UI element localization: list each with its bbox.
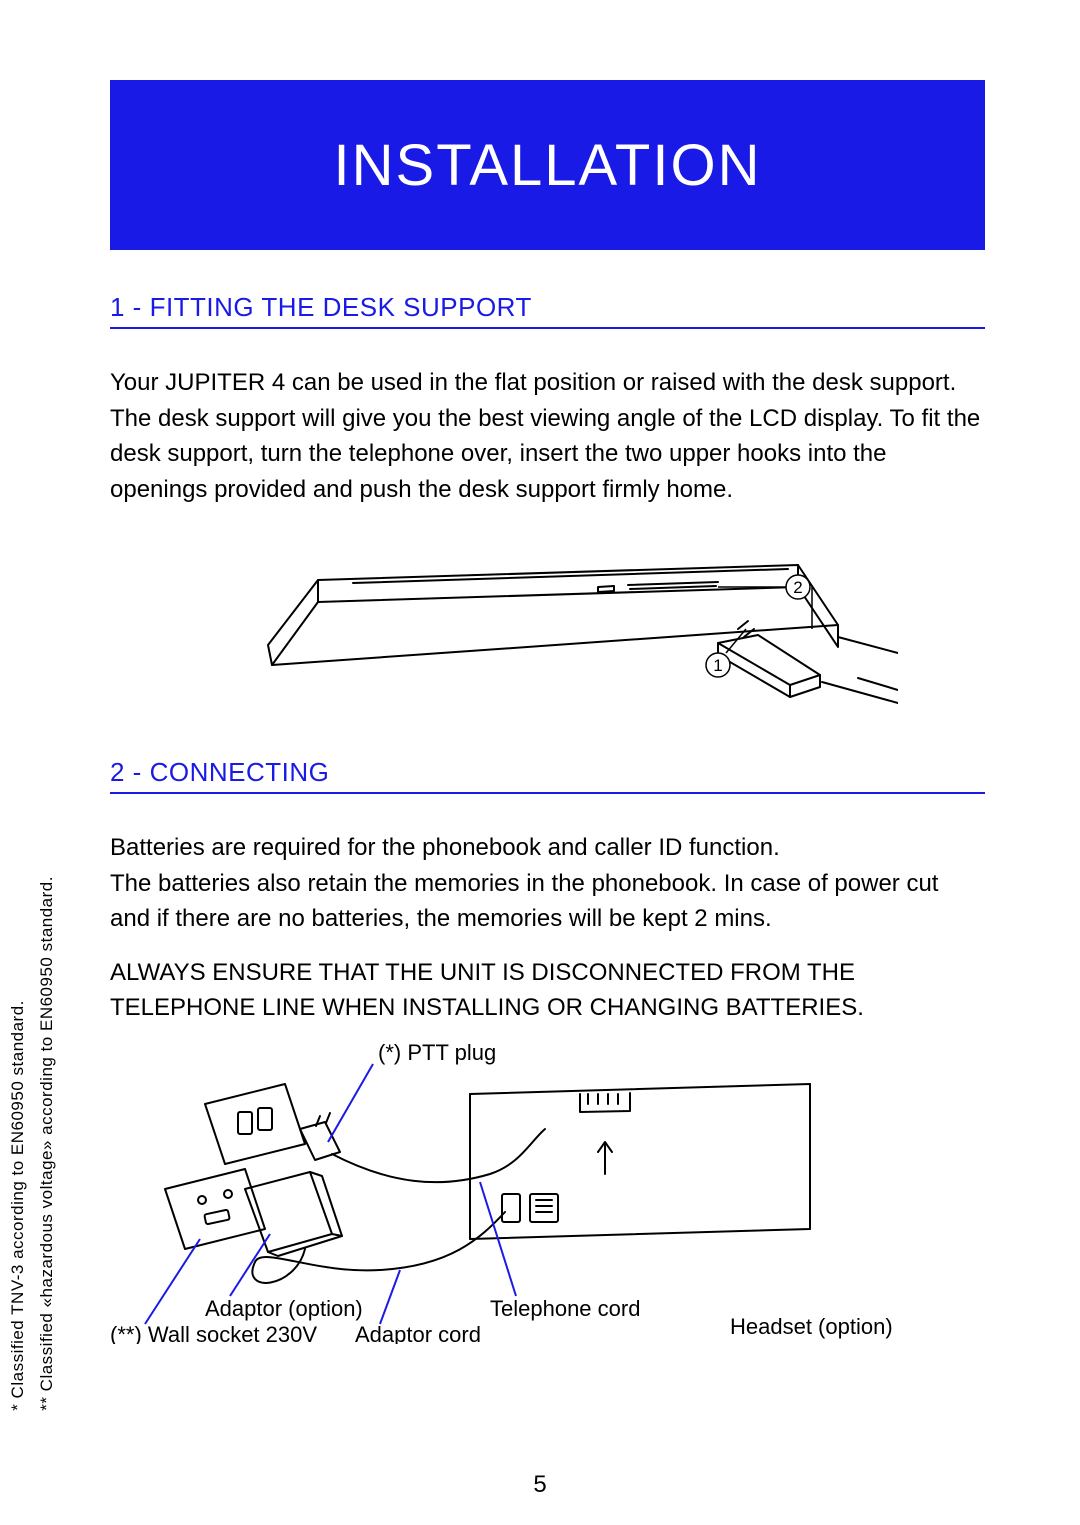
- label-adaptor-cord: Adaptor cord: [355, 1322, 481, 1344]
- footnote-1: * Classified TNV-3 according to EN60950 …: [4, 876, 33, 1411]
- label-headset: Headset (option): [730, 1314, 893, 1339]
- callout-1-label: 1: [713, 656, 722, 675]
- label-adaptor: Adaptor (option): [205, 1296, 363, 1321]
- banner-title: INSTALLATION: [334, 132, 762, 199]
- page-number: 5: [0, 1471, 1080, 1499]
- callout-2-label: 2: [793, 578, 802, 597]
- section-1-heading: 1 - FITTING THE DESK SUPPORT: [110, 292, 985, 329]
- desk-support-diagram: 2 1: [198, 525, 898, 725]
- figure-2: (*) PTT plug Adaptor (option) (**) Wall …: [110, 1034, 985, 1344]
- label-wall-socket: (**) Wall socket 230V: [110, 1322, 317, 1344]
- callout-1: 1: [706, 629, 746, 677]
- label-telephone-cord: Telephone cord: [490, 1296, 640, 1321]
- figure-1: 2 1: [110, 525, 985, 725]
- footnote-2: ** Classified «hazardous voltage» accord…: [33, 876, 62, 1411]
- callout-2: 2: [718, 575, 812, 629]
- section-2-caps: ALWAYS ENSURE THAT THE UNIT IS DISCONNEC…: [110, 955, 985, 1026]
- document-page: INSTALLATION 1 - FITTING THE DESK SUPPOR…: [0, 0, 1080, 1525]
- footnotes-vertical: * Classified TNV-3 according to EN60950 …: [4, 876, 62, 1411]
- label-ptt-plug: (*) PTT plug: [378, 1040, 496, 1065]
- title-banner: INSTALLATION: [110, 80, 985, 250]
- connection-diagram: (*) PTT plug Adaptor (option) (**) Wall …: [110, 1034, 980, 1344]
- section-2-heading: 2 - CONNECTING: [110, 757, 985, 794]
- section-1-body: Your JUPITER 4 can be used in the flat p…: [110, 365, 985, 507]
- section-2-body: Batteries are required for the phonebook…: [110, 830, 985, 937]
